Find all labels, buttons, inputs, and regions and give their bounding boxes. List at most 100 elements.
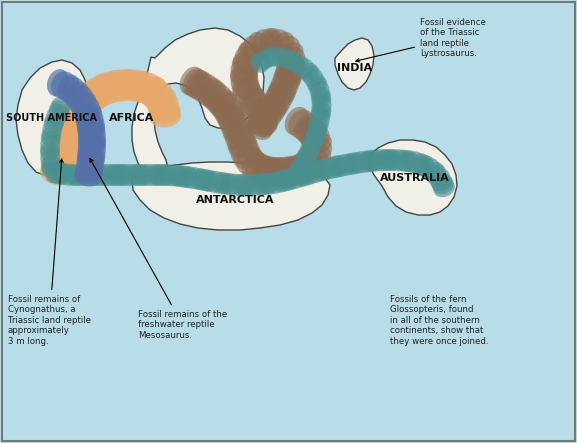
Ellipse shape [46,107,66,126]
Ellipse shape [97,72,123,103]
Ellipse shape [250,116,278,136]
Ellipse shape [42,120,62,140]
Ellipse shape [81,81,107,109]
Ellipse shape [104,164,121,186]
Ellipse shape [85,77,112,108]
Ellipse shape [248,115,273,138]
Ellipse shape [91,75,115,105]
Ellipse shape [149,105,181,128]
Ellipse shape [272,171,288,193]
Ellipse shape [345,152,362,175]
Ellipse shape [364,150,381,172]
Ellipse shape [266,29,290,57]
Ellipse shape [213,97,242,123]
Ellipse shape [231,70,258,93]
Ellipse shape [253,53,271,70]
Ellipse shape [53,128,84,152]
Ellipse shape [57,74,79,101]
Text: SOUTH AMERICA: SOUTH AMERICA [6,113,98,123]
Ellipse shape [42,156,73,179]
Ellipse shape [159,164,175,186]
Ellipse shape [223,121,253,144]
Ellipse shape [290,162,309,178]
Ellipse shape [40,148,60,167]
Ellipse shape [312,96,332,114]
Ellipse shape [42,128,61,143]
Ellipse shape [294,151,321,179]
Ellipse shape [68,164,85,186]
Ellipse shape [59,109,91,136]
Ellipse shape [262,172,278,194]
Ellipse shape [308,123,327,138]
Ellipse shape [88,164,104,186]
Ellipse shape [253,29,277,57]
Ellipse shape [254,103,281,127]
Ellipse shape [222,173,238,195]
Ellipse shape [335,154,355,176]
Ellipse shape [282,156,304,186]
Ellipse shape [149,102,181,124]
Ellipse shape [254,156,276,185]
Ellipse shape [48,140,78,164]
Ellipse shape [55,163,72,185]
Ellipse shape [238,43,264,66]
Ellipse shape [252,174,268,195]
Ellipse shape [426,164,446,184]
Ellipse shape [196,78,222,105]
Ellipse shape [302,137,321,153]
Ellipse shape [251,110,277,132]
Ellipse shape [302,66,320,83]
Ellipse shape [45,161,62,183]
Ellipse shape [292,155,312,175]
Ellipse shape [43,153,74,176]
Ellipse shape [238,86,264,109]
Ellipse shape [249,32,271,58]
Ellipse shape [264,157,285,187]
Ellipse shape [233,79,260,100]
Ellipse shape [134,73,161,104]
Ellipse shape [40,141,60,157]
Ellipse shape [227,132,256,155]
Ellipse shape [77,120,106,140]
Ellipse shape [77,151,104,171]
Ellipse shape [147,164,163,186]
Ellipse shape [114,164,130,186]
Ellipse shape [63,102,93,127]
Ellipse shape [275,170,292,192]
Ellipse shape [212,94,238,119]
Text: Fossil remains of the
freshwater reptile
Mesosaurus.: Fossil remains of the freshwater reptile… [90,159,227,340]
Ellipse shape [78,132,106,152]
Ellipse shape [263,93,288,115]
Ellipse shape [178,166,194,188]
Ellipse shape [50,134,81,161]
Ellipse shape [429,168,450,189]
Ellipse shape [317,158,334,180]
Ellipse shape [215,172,232,194]
Ellipse shape [219,108,247,132]
Ellipse shape [276,42,304,64]
Ellipse shape [201,82,227,109]
Polygon shape [132,162,330,230]
Ellipse shape [231,58,258,82]
Ellipse shape [249,110,276,130]
Ellipse shape [77,117,105,137]
Ellipse shape [284,107,309,135]
Ellipse shape [311,90,331,105]
Ellipse shape [242,92,269,117]
Ellipse shape [246,117,272,140]
Ellipse shape [282,50,298,70]
Ellipse shape [431,174,452,191]
Ellipse shape [300,144,329,171]
Ellipse shape [162,164,182,186]
Ellipse shape [78,136,106,155]
Ellipse shape [299,63,317,81]
Ellipse shape [62,105,92,129]
Text: Fossil evidence
of the Triassic
land reptile
Lystrosaurus.: Fossil evidence of the Triassic land rep… [356,18,486,62]
Ellipse shape [298,146,317,163]
Ellipse shape [269,79,296,101]
Ellipse shape [301,163,319,184]
Ellipse shape [311,105,331,120]
Ellipse shape [308,78,327,94]
Ellipse shape [260,28,280,56]
Ellipse shape [204,85,231,112]
